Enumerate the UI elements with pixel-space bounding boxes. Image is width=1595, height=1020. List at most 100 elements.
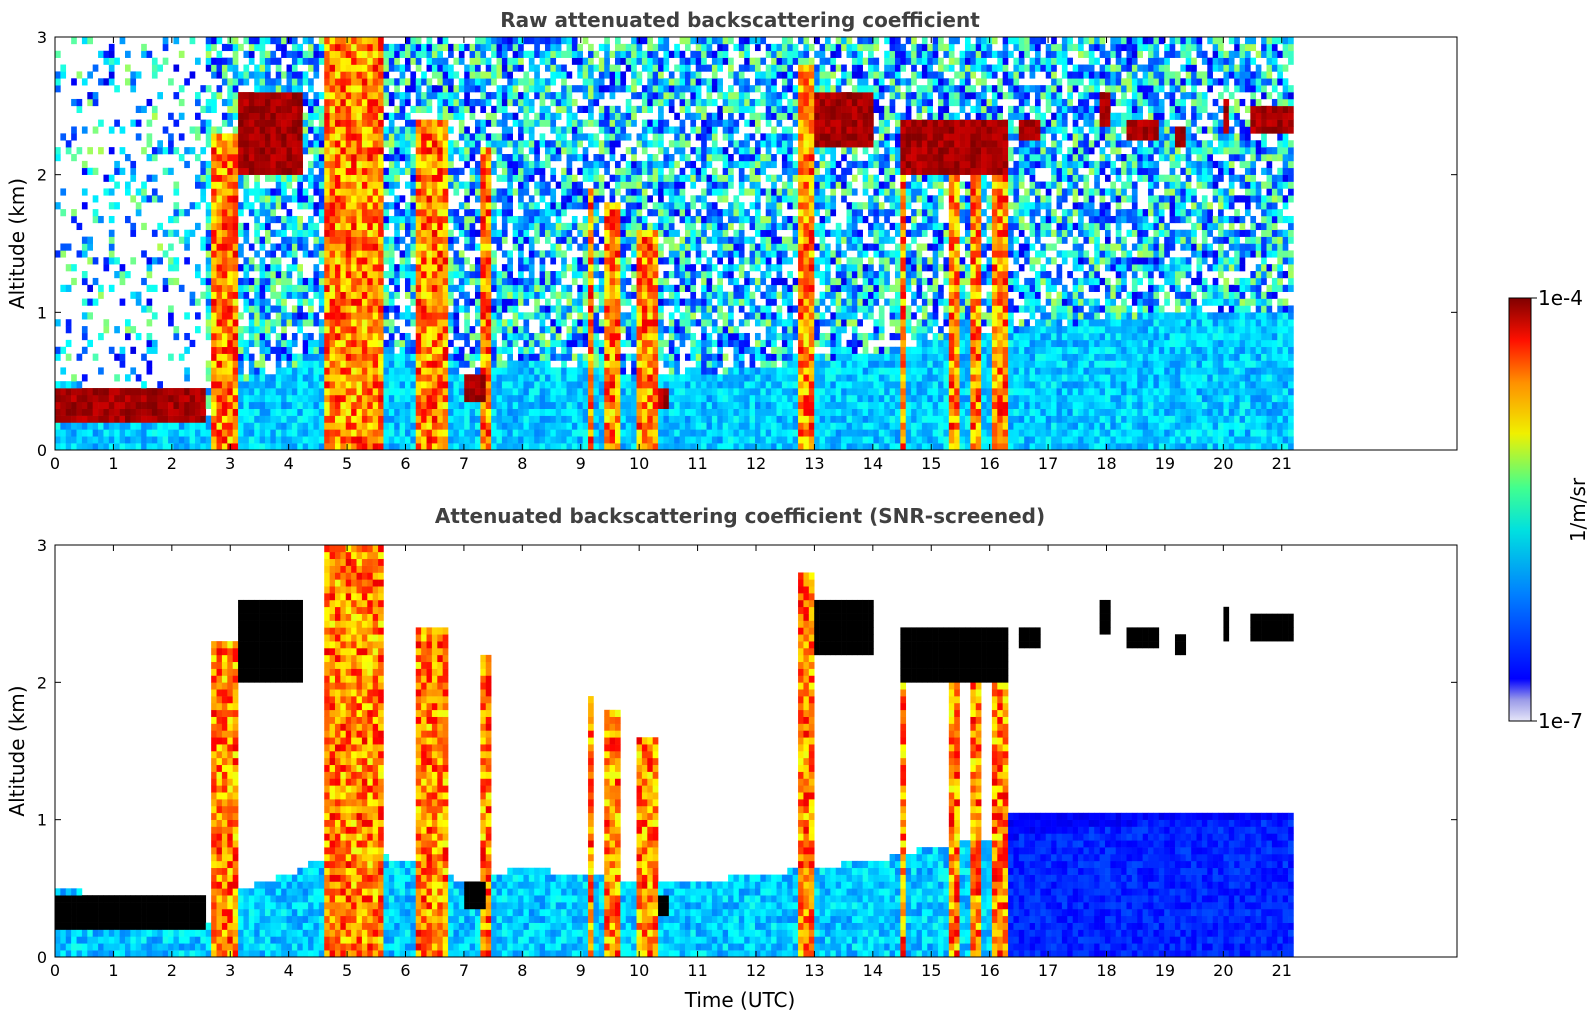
heatmap-cell xyxy=(173,408,180,416)
heatmap-cell xyxy=(641,443,648,451)
heatmap-cell xyxy=(238,126,244,134)
heatmap-cell xyxy=(491,277,497,286)
heatmap-cell xyxy=(614,140,621,148)
heatmap-cell xyxy=(620,429,627,437)
heatmap-cell xyxy=(211,374,217,382)
heatmap-cell xyxy=(270,195,277,203)
heatmap-cell xyxy=(87,339,93,348)
heatmap-cell xyxy=(125,408,131,416)
heatmap-cell xyxy=(641,367,648,375)
heatmap-cell xyxy=(135,388,142,396)
heatmap-cell xyxy=(620,264,627,272)
heatmap-cell xyxy=(87,401,93,409)
heatmap-cell xyxy=(265,222,271,231)
heatmap-cell xyxy=(259,257,266,265)
heatmap-cell xyxy=(480,202,487,210)
heatmap-cell xyxy=(464,243,470,251)
heatmap-cell xyxy=(658,215,664,224)
heatmap-cell xyxy=(658,229,664,237)
heatmap-cell xyxy=(641,436,648,444)
heatmap-cell xyxy=(340,37,347,45)
heatmap-cell xyxy=(474,429,481,437)
heatmap-cell xyxy=(334,401,341,409)
heatmap-cell xyxy=(410,401,417,409)
heatmap-cell xyxy=(410,319,417,327)
heatmap-cell xyxy=(211,298,217,306)
heatmap-cell xyxy=(458,271,465,279)
heatmap-cell xyxy=(329,140,336,148)
heatmap-cell xyxy=(205,312,212,320)
heatmap-cell xyxy=(631,105,637,114)
heatmap-cell xyxy=(636,367,643,375)
heatmap-cell xyxy=(647,415,653,423)
heatmap-cell xyxy=(431,360,438,368)
heatmap-cell xyxy=(604,167,610,175)
heatmap-cell xyxy=(227,133,233,141)
heatmap-cell xyxy=(480,243,487,251)
heatmap-cell xyxy=(588,388,594,396)
heatmap-cell xyxy=(415,43,422,52)
heatmap-cell xyxy=(189,443,196,451)
heatmap-cell xyxy=(265,140,271,148)
heatmap-cell xyxy=(259,64,266,72)
heatmap-cell xyxy=(383,133,390,141)
heatmap-cell xyxy=(539,360,546,368)
heatmap-cell xyxy=(588,209,594,217)
heatmap-cell xyxy=(410,126,417,134)
heatmap-cell xyxy=(291,388,298,396)
heatmap-cell xyxy=(598,422,605,430)
heatmap-cell xyxy=(528,277,535,286)
heatmap-cell xyxy=(378,374,384,382)
heatmap-cell xyxy=(151,401,158,409)
heatmap-cell xyxy=(604,112,610,120)
heatmap-cell xyxy=(286,271,293,279)
heatmap-cell xyxy=(625,112,632,120)
heatmap-cell xyxy=(652,436,659,444)
heatmap-cell xyxy=(421,167,427,175)
heatmap-cell xyxy=(76,401,83,409)
heatmap-cell xyxy=(620,167,627,175)
heatmap-cell xyxy=(286,381,293,389)
heatmap-cell xyxy=(81,243,88,251)
heatmap-cell xyxy=(254,339,260,348)
heatmap-cell xyxy=(507,264,513,272)
heatmap-cell xyxy=(248,284,255,292)
heatmap-cell xyxy=(173,277,180,286)
heatmap-cell xyxy=(119,167,126,175)
heatmap-cell xyxy=(523,332,530,341)
heatmap-cell xyxy=(151,147,158,155)
heatmap-cell xyxy=(227,140,233,148)
heatmap-cell xyxy=(383,257,390,265)
heatmap-cell xyxy=(81,332,88,341)
heatmap-cell xyxy=(189,429,196,437)
heatmap-cell xyxy=(464,43,470,52)
heatmap-cell xyxy=(248,243,255,251)
heatmap-cell xyxy=(480,160,487,169)
heatmap-cell xyxy=(173,209,180,217)
heatmap-cell xyxy=(507,305,513,313)
heatmap-cell xyxy=(404,443,411,451)
heatmap-cell xyxy=(501,133,508,141)
heatmap-cell xyxy=(383,43,390,52)
heatmap-cell xyxy=(647,64,653,72)
heatmap-cell xyxy=(308,50,314,58)
heatmap-cell xyxy=(324,284,330,292)
heatmap-cell xyxy=(539,346,546,354)
heatmap-cell xyxy=(614,388,621,396)
heatmap-cell xyxy=(308,298,314,306)
heatmap-cell xyxy=(248,160,255,169)
heatmap-cell xyxy=(114,374,120,382)
heatmap-cell xyxy=(119,126,126,134)
heatmap-cell xyxy=(378,50,384,58)
heatmap-cell xyxy=(448,408,454,416)
heatmap-cell xyxy=(60,284,67,292)
heatmap-cell xyxy=(184,443,190,451)
heatmap-cell xyxy=(275,112,282,120)
heatmap-cell xyxy=(453,401,460,409)
heatmap-cell xyxy=(216,174,223,182)
heatmap-cell xyxy=(415,319,422,327)
heatmap-cell xyxy=(421,154,427,162)
heatmap-cell xyxy=(652,98,659,107)
heatmap-cell xyxy=(561,133,567,141)
heatmap-cell xyxy=(544,119,551,127)
